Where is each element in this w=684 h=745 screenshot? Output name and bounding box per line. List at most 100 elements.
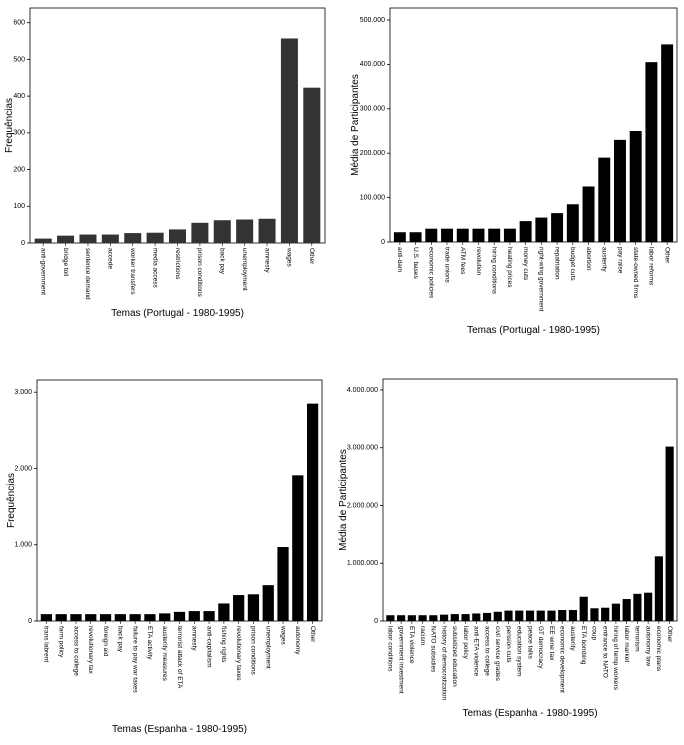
bar <box>146 232 164 243</box>
bar <box>418 615 427 621</box>
x-tick-label: failure to pay war taxes <box>131 626 138 694</box>
x-tick-label: Other <box>663 247 670 264</box>
x-tick-label: ETA bombing <box>580 626 587 665</box>
bar <box>292 475 304 621</box>
x-tick-label: hiring of temp workers <box>612 626 619 691</box>
x-axis-title: Temas (Espanha - 1980-1995) <box>112 724 247 735</box>
plot-frame <box>382 378 678 622</box>
x-tick-label: accede <box>107 248 114 269</box>
x-tick-label: bridge toll <box>62 248 69 277</box>
x-tick-label: trans labrent <box>43 626 50 662</box>
x-tick-label: back pay <box>117 626 124 653</box>
bar <box>57 235 75 243</box>
x-tick-label: unemployment <box>265 626 272 669</box>
bar <box>159 613 171 621</box>
bar <box>34 238 52 243</box>
bar <box>645 62 658 242</box>
bar <box>124 233 142 243</box>
bar <box>439 614 449 621</box>
x-tick-label: anti-ETA violence <box>473 626 480 676</box>
bar <box>579 596 588 621</box>
y-tick-label: 0 <box>21 240 25 247</box>
bar <box>536 610 545 621</box>
x-tick-label: anti-dam <box>396 247 403 272</box>
y-axis-title: Média de Participantes <box>350 74 361 176</box>
x-tick-label: hiring conditions <box>490 247 497 295</box>
x-tick-label: economic policies <box>428 247 435 299</box>
y-tick-label: 1.000.000 <box>347 560 378 567</box>
bar <box>654 556 663 621</box>
x-tick-label: education system <box>516 626 523 677</box>
bar <box>441 228 454 242</box>
y-tick-label: 300.000 <box>360 106 385 113</box>
bar <box>188 611 200 621</box>
x-tick-label: wages <box>279 625 286 646</box>
bar <box>661 44 674 242</box>
bar <box>633 593 642 621</box>
bar <box>70 614 82 621</box>
x-tick-label: farm policy <box>57 626 64 658</box>
x-tick-label: subsidized education <box>451 626 458 687</box>
y-tick-label: 0 <box>28 618 32 625</box>
x-tick-label: autonomy law <box>644 626 651 666</box>
x-tick-label: access to college <box>483 626 490 676</box>
x-tick-label: labor reforms <box>648 247 655 286</box>
bar <box>386 615 395 621</box>
bar <box>409 232 422 242</box>
bar <box>547 610 556 621</box>
x-tick-label: prison conditions <box>196 248 203 298</box>
x-tick-label: budget cuts <box>569 247 576 281</box>
bar <box>277 547 289 621</box>
bar <box>425 228 438 242</box>
y-tick-label: 400 <box>13 93 25 100</box>
bar <box>233 595 245 621</box>
x-tick-label: EE wine tax <box>548 626 555 661</box>
x-tick-label: austerity measures <box>161 626 168 682</box>
bar <box>397 615 406 621</box>
bar <box>582 186 595 242</box>
bar <box>218 603 230 621</box>
bar <box>262 585 274 621</box>
y-tick-label: 200.000 <box>360 150 385 157</box>
x-tick-label: history of democratization <box>440 626 447 700</box>
bar <box>598 157 611 242</box>
x-tick-label: heating prices <box>506 247 513 288</box>
y-axis-title: Frequências <box>6 473 17 528</box>
bar <box>144 614 156 621</box>
bar <box>566 204 579 242</box>
y-tick-label: 2.000 <box>14 465 32 472</box>
bar <box>85 614 97 621</box>
bar <box>519 221 532 242</box>
x-tick-label: labor conditions <box>387 626 394 672</box>
y-tick-label: 3.000 <box>14 389 32 396</box>
y-tick-label: 100 <box>13 203 25 210</box>
y-tick-label: 400.000 <box>360 61 385 68</box>
bar <box>482 612 492 621</box>
y-tick-label: 200 <box>13 166 25 173</box>
x-tick-label: amnesty <box>263 248 270 273</box>
x-tick-label: anti-government <box>39 248 46 295</box>
bar <box>306 403 319 621</box>
x-tick-label: terrorist attack of ETA <box>176 626 183 689</box>
bar <box>665 446 674 621</box>
x-tick-label: back pay <box>219 248 226 275</box>
x-tick-label: fishing rights <box>220 626 227 663</box>
y-tick-label: 2.000.000 <box>347 502 378 509</box>
x-tick-label: right-wing government <box>538 247 545 312</box>
y-tick-label: 1.000 <box>14 542 32 549</box>
x-axis-title: Temas (Portugal - 1980-1995) <box>111 308 244 319</box>
x-tick-label: pay raise <box>616 247 623 274</box>
bar <box>613 139 626 242</box>
x-tick-label: ATM fees <box>459 247 466 275</box>
y-tick-label: 600 <box>13 20 25 27</box>
y-axis-title: Frequências <box>4 98 15 153</box>
bar <box>535 217 548 242</box>
x-tick-label: labor policy <box>462 626 469 660</box>
bar <box>393 232 406 242</box>
bar <box>236 219 254 243</box>
y-tick-label: 3.000.000 <box>347 445 378 452</box>
bar <box>191 222 209 243</box>
x-tick-label: entrance to NATO <box>601 626 608 678</box>
bar <box>79 234 97 243</box>
bar <box>461 614 470 621</box>
